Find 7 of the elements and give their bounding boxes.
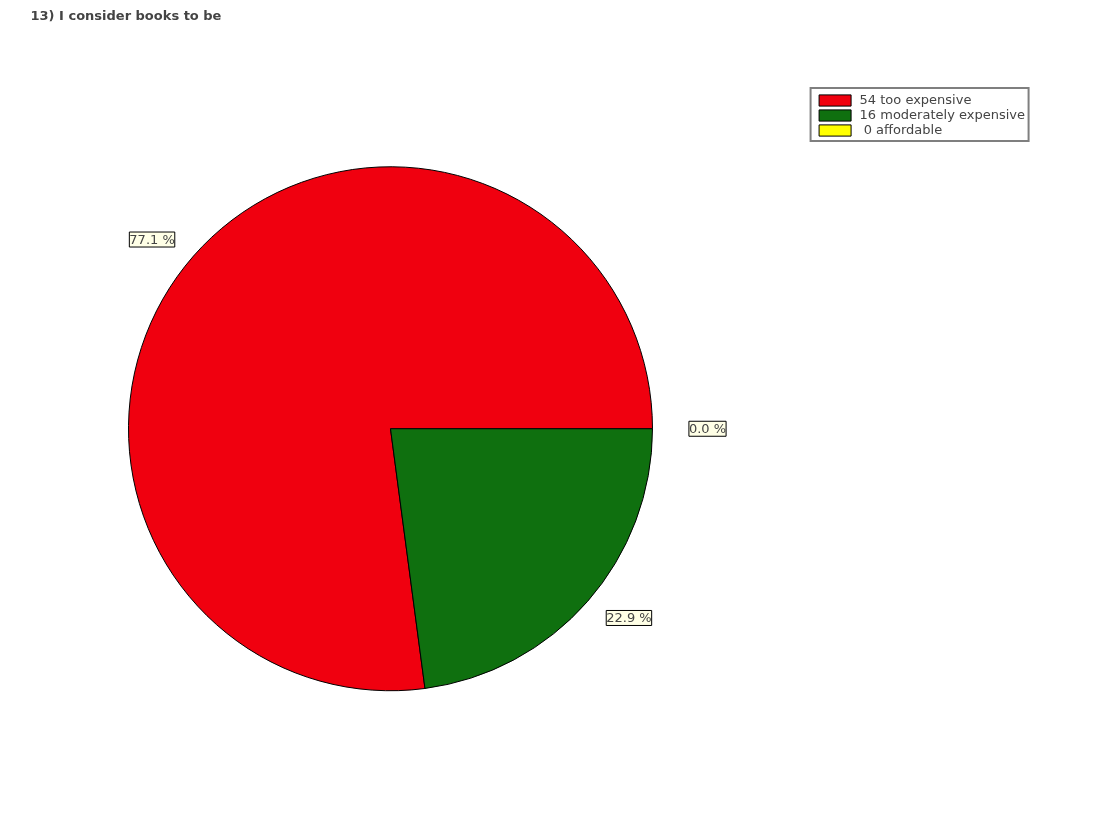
chart-title: 13) I consider books to be xyxy=(30,7,222,23)
data-label: 22.9 % xyxy=(606,610,652,626)
text: 0.0 % xyxy=(688,421,727,437)
legend-label: 0 affordable xyxy=(862,122,943,137)
legend-label: 16 moderately expensive xyxy=(859,107,1025,122)
legend-label: 54 too expensive xyxy=(859,92,972,107)
data-label: 77.1 % xyxy=(129,232,175,248)
